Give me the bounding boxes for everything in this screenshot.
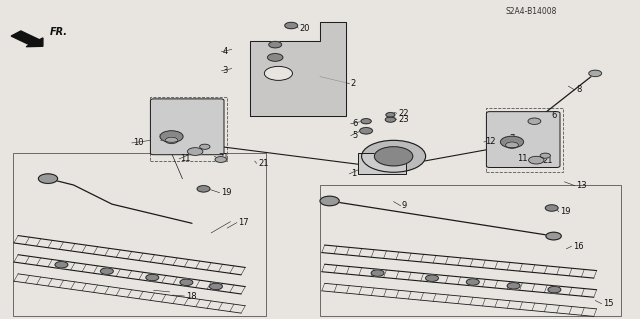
Text: 11: 11 bbox=[180, 154, 191, 163]
Text: 6: 6 bbox=[352, 119, 357, 128]
Circle shape bbox=[264, 66, 292, 80]
Circle shape bbox=[371, 270, 384, 276]
Polygon shape bbox=[250, 22, 346, 116]
Circle shape bbox=[200, 144, 210, 149]
Text: 1: 1 bbox=[351, 169, 356, 178]
Text: 10: 10 bbox=[133, 138, 143, 147]
Circle shape bbox=[320, 196, 339, 206]
FancyBboxPatch shape bbox=[150, 99, 224, 155]
Text: S2A4-B14008: S2A4-B14008 bbox=[506, 7, 557, 16]
Circle shape bbox=[545, 205, 558, 211]
Text: 11: 11 bbox=[517, 154, 527, 163]
Text: 14: 14 bbox=[44, 174, 54, 183]
Circle shape bbox=[269, 41, 282, 48]
Bar bbox=[358, 153, 406, 174]
Circle shape bbox=[215, 157, 227, 162]
Circle shape bbox=[360, 128, 372, 134]
Circle shape bbox=[268, 54, 283, 61]
Text: 12: 12 bbox=[485, 137, 495, 146]
Circle shape bbox=[548, 286, 561, 293]
Text: 8: 8 bbox=[576, 85, 581, 94]
Circle shape bbox=[285, 22, 298, 29]
Text: 4: 4 bbox=[223, 47, 228, 56]
Text: 21: 21 bbox=[219, 153, 229, 162]
Circle shape bbox=[180, 279, 193, 286]
Circle shape bbox=[165, 137, 178, 144]
Ellipse shape bbox=[362, 140, 426, 172]
Circle shape bbox=[529, 156, 544, 164]
Circle shape bbox=[197, 186, 210, 192]
Circle shape bbox=[55, 262, 68, 268]
Text: 19: 19 bbox=[221, 188, 231, 197]
Circle shape bbox=[146, 274, 159, 281]
Text: 13: 13 bbox=[576, 181, 587, 190]
Text: 2: 2 bbox=[351, 79, 356, 88]
Text: FR.: FR. bbox=[50, 27, 68, 37]
Text: 9: 9 bbox=[402, 201, 407, 210]
Text: 19: 19 bbox=[560, 207, 570, 216]
Circle shape bbox=[528, 118, 541, 124]
Text: 5: 5 bbox=[352, 131, 357, 140]
Bar bbox=[13, 153, 266, 316]
Text: 16: 16 bbox=[573, 242, 584, 251]
Circle shape bbox=[188, 148, 203, 155]
Text: 23: 23 bbox=[398, 115, 409, 124]
Circle shape bbox=[589, 70, 602, 77]
Bar bbox=[320, 185, 621, 316]
Text: 22: 22 bbox=[398, 109, 408, 118]
Text: 7: 7 bbox=[509, 134, 514, 143]
Circle shape bbox=[500, 136, 524, 148]
FancyArrow shape bbox=[11, 31, 43, 47]
Circle shape bbox=[209, 283, 222, 290]
Text: 18: 18 bbox=[186, 292, 196, 300]
Circle shape bbox=[361, 119, 371, 124]
Text: 6: 6 bbox=[552, 111, 557, 120]
Text: 3: 3 bbox=[223, 66, 228, 75]
Circle shape bbox=[160, 131, 183, 142]
Text: 7: 7 bbox=[159, 134, 164, 143]
Bar bbox=[150, 97, 227, 161]
Circle shape bbox=[426, 275, 438, 281]
Circle shape bbox=[38, 174, 58, 183]
Text: 20: 20 bbox=[300, 24, 310, 33]
Ellipse shape bbox=[374, 147, 413, 166]
Text: 21: 21 bbox=[543, 156, 553, 165]
Text: 21: 21 bbox=[258, 159, 268, 168]
Circle shape bbox=[100, 268, 113, 274]
FancyBboxPatch shape bbox=[486, 112, 560, 167]
Circle shape bbox=[540, 153, 550, 158]
Circle shape bbox=[508, 283, 520, 289]
Circle shape bbox=[546, 232, 561, 240]
Circle shape bbox=[506, 142, 518, 148]
Text: 17: 17 bbox=[238, 218, 249, 227]
Circle shape bbox=[386, 113, 395, 117]
Circle shape bbox=[467, 279, 479, 285]
Circle shape bbox=[385, 117, 396, 122]
Bar bbox=[486, 108, 563, 172]
Text: 15: 15 bbox=[603, 299, 613, 308]
